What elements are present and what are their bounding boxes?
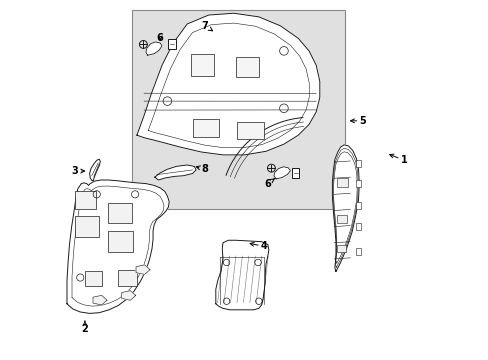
Text: 7: 7 <box>201 21 212 31</box>
Text: 2: 2 <box>81 321 88 334</box>
Polygon shape <box>122 291 135 300</box>
Text: 3: 3 <box>72 166 84 176</box>
Bar <box>336 215 346 223</box>
Polygon shape <box>136 265 150 274</box>
Polygon shape <box>67 180 169 314</box>
Bar <box>85 271 102 286</box>
Bar <box>75 191 96 210</box>
Bar <box>108 231 133 252</box>
Bar <box>235 57 258 77</box>
Polygon shape <box>93 295 107 305</box>
Text: 8: 8 <box>196 164 208 174</box>
Bar <box>356 202 360 209</box>
Bar <box>356 180 360 187</box>
Polygon shape <box>332 145 359 271</box>
Text: 1: 1 <box>389 154 407 165</box>
Text: 4: 4 <box>249 241 267 251</box>
Polygon shape <box>155 165 196 180</box>
Bar <box>108 203 131 223</box>
Bar <box>336 178 347 187</box>
Text: 5: 5 <box>350 116 366 126</box>
Polygon shape <box>273 167 290 179</box>
Text: 6: 6 <box>157 33 163 43</box>
Bar <box>131 10 344 209</box>
Bar <box>356 223 360 230</box>
Bar <box>168 40 175 49</box>
Polygon shape <box>145 42 162 55</box>
Polygon shape <box>89 159 100 181</box>
Bar <box>192 119 219 137</box>
Bar <box>190 54 214 76</box>
Bar <box>336 245 346 252</box>
Text: 6: 6 <box>264 179 274 189</box>
Bar <box>118 270 137 286</box>
Bar <box>75 216 99 237</box>
Polygon shape <box>215 240 268 310</box>
Bar <box>292 168 299 178</box>
Bar <box>237 122 264 139</box>
Polygon shape <box>137 13 319 155</box>
Bar <box>356 160 360 167</box>
Bar <box>356 248 360 255</box>
